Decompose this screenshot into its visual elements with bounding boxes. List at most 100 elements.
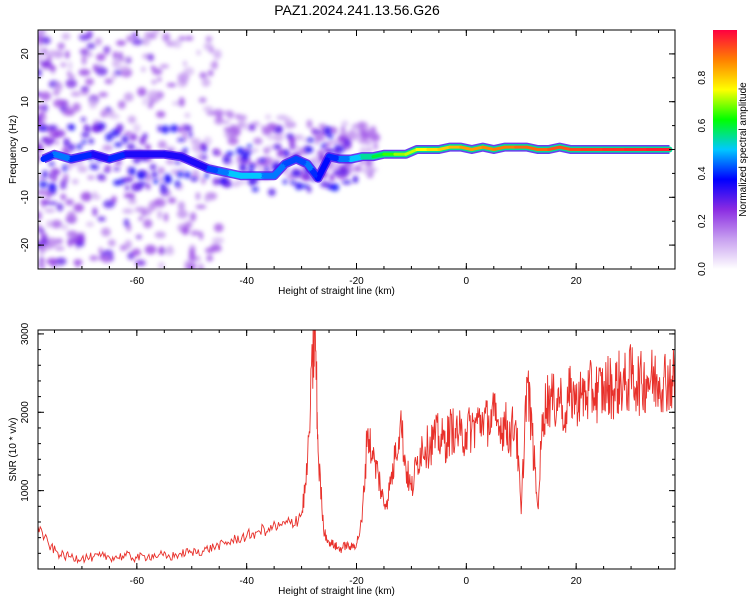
noise-blob — [264, 149, 269, 155]
noise-blob — [117, 100, 126, 110]
noise-blob — [147, 89, 159, 100]
noise-blob — [54, 140, 60, 145]
halo-blob — [38, 180, 48, 189]
noise-blob — [38, 249, 44, 257]
noise-blob — [206, 254, 214, 262]
noise-blob — [38, 138, 42, 144]
noise-blob — [367, 146, 373, 153]
halo-blob — [290, 179, 296, 186]
noise-blob — [141, 36, 151, 46]
noise-blob — [212, 237, 224, 244]
halo-blob — [324, 126, 332, 136]
noise-blob — [195, 192, 201, 201]
noise-blob — [370, 125, 376, 134]
noise-blob — [196, 255, 201, 263]
x-axis-title: Height of straight line (km) — [278, 586, 395, 597]
ridge-core — [371, 152, 386, 159]
x-axis-title: Height of straight line (km) — [278, 286, 395, 297]
noise-blob — [124, 131, 132, 137]
halo-blob — [76, 143, 83, 150]
halo-blob — [341, 180, 352, 185]
halo-blob — [264, 165, 270, 173]
noise-blob — [184, 112, 191, 118]
noise-blob — [124, 239, 132, 250]
ridge-core — [492, 145, 507, 151]
noise-blob — [143, 31, 156, 38]
noise-blob — [38, 189, 51, 196]
noise-blob — [253, 137, 263, 145]
noise-blob — [40, 115, 47, 121]
noise-blob — [127, 199, 138, 205]
noise-blob — [57, 42, 65, 50]
halo-blob — [125, 184, 130, 192]
noise-blob — [266, 134, 275, 140]
noise-blob — [177, 201, 185, 211]
halo-blob — [134, 184, 144, 190]
halo-blob — [53, 132, 60, 138]
halo-blob — [50, 168, 61, 176]
halo-blob — [199, 142, 207, 151]
halo-blob — [48, 182, 56, 192]
halo-blob — [149, 163, 157, 171]
halo-blob — [306, 186, 312, 193]
noise-blob — [332, 129, 337, 136]
halo-blob — [204, 172, 209, 179]
halo-blob — [164, 175, 172, 185]
noise-blob — [163, 212, 169, 222]
noise-blob — [318, 123, 327, 129]
halo-blob — [339, 167, 349, 177]
noise-blob — [332, 164, 341, 171]
noise-blob — [172, 38, 182, 49]
noise-blob — [166, 82, 177, 88]
noise-blob — [45, 49, 58, 55]
halo-blob — [222, 181, 233, 188]
halo-blob — [188, 131, 193, 138]
noise-blob — [103, 51, 110, 56]
ridge-core — [404, 148, 419, 156]
colorbar-tick-label: 0.0 — [697, 262, 708, 276]
noise-blob — [95, 66, 108, 76]
ridge-core — [52, 152, 73, 161]
halo-blob — [136, 171, 146, 180]
noise-blob — [359, 132, 371, 138]
halo-blob — [273, 144, 281, 149]
noise-blob — [213, 223, 224, 233]
ridge-core — [107, 152, 128, 161]
halo-blob — [226, 151, 234, 157]
halo-blob — [343, 138, 351, 148]
noise-blob — [85, 221, 94, 227]
noise-blob — [73, 259, 83, 266]
halo-blob — [95, 124, 104, 132]
halo-blob — [304, 146, 312, 152]
snr-line — [38, 330, 675, 564]
noise-blob — [46, 237, 58, 248]
noise-blob — [314, 136, 326, 141]
noise-blob — [92, 191, 98, 199]
noise-blob — [350, 124, 360, 131]
x-tick-label: 0 — [464, 276, 470, 287]
noise-blob — [65, 78, 78, 89]
noise-blob — [80, 191, 93, 202]
halo-blob — [160, 125, 170, 134]
halo-blob — [212, 177, 220, 186]
noise-blob — [207, 69, 214, 77]
halo-blob — [48, 161, 55, 167]
halo-blob — [145, 183, 151, 190]
noise-blob — [138, 216, 143, 221]
halo-blob — [85, 126, 93, 132]
noise-blob — [273, 132, 284, 143]
halo-blob — [222, 156, 231, 164]
noise-blob — [227, 130, 235, 138]
noise-blob — [96, 53, 106, 62]
noise-blob — [47, 124, 58, 131]
noise-blob — [65, 198, 74, 206]
noise-blob — [78, 68, 91, 77]
halo-blob — [284, 151, 289, 157]
x-tick-label: 20 — [571, 576, 583, 587]
noise-blob — [180, 165, 187, 173]
noise-blob — [123, 208, 131, 214]
noise-blob — [182, 60, 188, 67]
halo-blob — [176, 171, 184, 178]
noise-blob — [306, 119, 313, 129]
noise-blob — [111, 59, 121, 68]
